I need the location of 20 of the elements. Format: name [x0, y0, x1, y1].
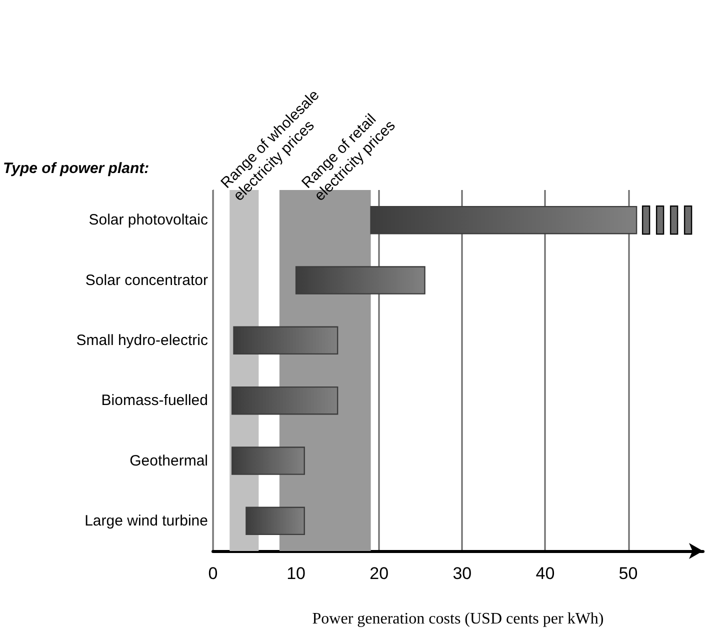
bar	[246, 506, 305, 536]
y-tick-label: Large wind turbine	[84, 512, 208, 530]
x-tick-label: 50	[618, 564, 638, 583]
y-axis-title: Type of power plant:	[3, 160, 150, 177]
bar	[233, 326, 338, 355]
x-tick-label: 20	[370, 564, 389, 583]
y-tick-label: Small hydro-electric	[76, 332, 208, 349]
x-tick-label: 40	[536, 564, 555, 583]
bar	[370, 206, 638, 234]
y-tick-label: Solar photovoltaic	[88, 212, 208, 229]
y-tick-label: Geothermal	[130, 452, 208, 470]
bar	[232, 386, 338, 415]
x-axis-title: Power generation costs (USD cents per kWh)	[312, 610, 604, 628]
y-tick-label: Biomass-fuelled	[101, 392, 208, 410]
x-tick-label: 10	[286, 564, 306, 583]
bar	[295, 266, 426, 294]
x-tick-label: 30	[452, 564, 472, 583]
bar	[232, 446, 305, 475]
y-tick-label: Solar concentrator	[85, 272, 208, 289]
x-tick-label: 0	[208, 564, 218, 583]
